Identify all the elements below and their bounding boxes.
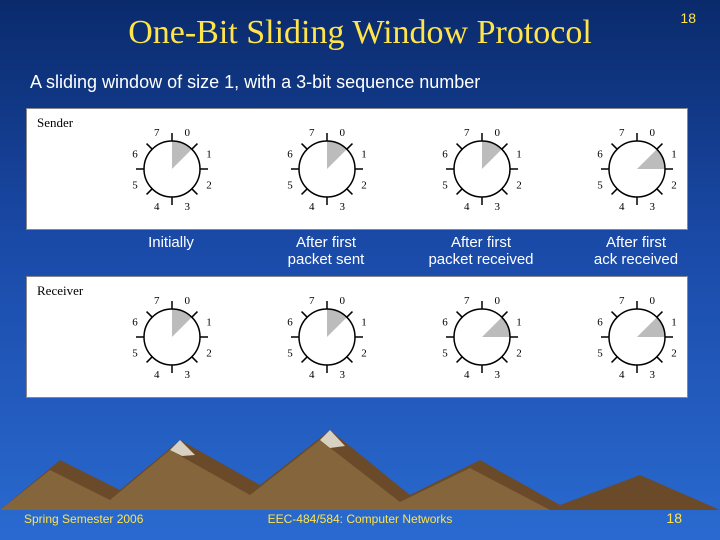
svg-text:3: 3 [185,369,191,381]
svg-text:4: 4 [619,369,625,381]
svg-text:2: 2 [361,179,367,191]
svg-text:4: 4 [309,201,315,213]
svg-text:5: 5 [442,179,448,191]
clock-icon: 0 1 2 3 4 5 6 7 [432,119,532,219]
page-title: One-Bit Sliding Window Protocol [0,14,720,52]
sender-panel: Sender 0 1 2 3 4 5 6 7 0 1 2 3 4 5 6 7 0 1 2 3 4 5 6 7 0 1 2 3 4 5 6 7 [26,108,688,230]
svg-text:7: 7 [154,127,160,139]
svg-text:6: 6 [597,149,603,161]
svg-text:0: 0 [495,127,501,139]
svg-text:5: 5 [287,179,293,191]
svg-text:7: 7 [464,295,470,307]
receiver-label: Receiver [37,283,83,299]
svg-text:5: 5 [442,347,448,359]
svg-text:1: 1 [206,317,212,329]
svg-text:1: 1 [206,149,212,161]
svg-text:3: 3 [650,369,656,381]
svg-text:6: 6 [287,149,293,161]
svg-text:1: 1 [516,149,522,161]
clock-icon: 0 1 2 3 4 5 6 7 [587,287,687,387]
clock-icon: 0 1 2 3 4 5 6 7 [277,119,377,219]
svg-text:2: 2 [206,347,212,359]
svg-text:2: 2 [671,179,677,191]
svg-text:4: 4 [154,369,160,381]
receiver-panel: Receiver 0 1 2 3 4 5 6 7 0 1 2 3 4 5 6 7 0 1 2 3 4 5 6 7 0 1 2 3 4 5 6… [26,276,688,398]
clock-icon: 0 1 2 3 4 5 6 7 [432,287,532,387]
svg-text:4: 4 [619,201,625,213]
svg-text:2: 2 [206,179,212,191]
clock-icon: 0 1 2 3 4 5 6 7 [122,119,222,219]
svg-text:1: 1 [516,317,522,329]
svg-text:4: 4 [464,369,470,381]
svg-text:1: 1 [361,149,367,161]
svg-text:3: 3 [495,201,501,213]
svg-text:7: 7 [309,127,315,139]
svg-text:6: 6 [287,317,293,329]
svg-text:3: 3 [650,201,656,213]
svg-text:7: 7 [154,295,160,307]
svg-text:7: 7 [619,295,625,307]
svg-text:5: 5 [597,179,603,191]
svg-text:6: 6 [442,317,448,329]
svg-text:5: 5 [597,347,603,359]
svg-text:0: 0 [185,127,191,139]
svg-text:1: 1 [361,317,367,329]
slide: 18 One-Bit Sliding Window Protocol A sli… [0,0,720,540]
svg-text:1: 1 [671,317,677,329]
svg-text:0: 0 [650,127,656,139]
svg-text:4: 4 [154,201,160,213]
svg-text:7: 7 [619,127,625,139]
svg-text:0: 0 [340,295,346,307]
svg-text:0: 0 [650,295,656,307]
svg-text:5: 5 [132,179,138,191]
svg-text:7: 7 [309,295,315,307]
svg-text:6: 6 [132,317,138,329]
svg-text:6: 6 [132,149,138,161]
svg-text:3: 3 [495,369,501,381]
svg-text:5: 5 [132,347,138,359]
svg-text:3: 3 [340,369,346,381]
caption: After firstpacket received [411,234,551,269]
svg-text:0: 0 [340,127,346,139]
svg-text:2: 2 [516,347,522,359]
svg-text:0: 0 [495,295,501,307]
clock-icon: 0 1 2 3 4 5 6 7 [587,119,687,219]
caption: After firstpacket sent [256,234,396,269]
svg-text:7: 7 [464,127,470,139]
sender-label: Sender [37,115,73,131]
svg-text:0: 0 [185,295,191,307]
caption: Initially [101,234,241,251]
svg-text:3: 3 [340,201,346,213]
svg-text:2: 2 [516,179,522,191]
svg-text:6: 6 [442,149,448,161]
mountain-decoration [0,410,720,510]
svg-text:3: 3 [185,201,191,213]
svg-text:6: 6 [597,317,603,329]
clock-icon: 0 1 2 3 4 5 6 7 [277,287,377,387]
svg-text:2: 2 [361,347,367,359]
subtitle: A sliding window of size 1, with a 3-bit… [30,72,480,93]
svg-text:1: 1 [671,149,677,161]
svg-text:4: 4 [309,369,315,381]
svg-text:5: 5 [287,347,293,359]
footer-center: EEC-484/584: Computer Networks [0,512,720,526]
caption: After firstack received [566,234,706,269]
svg-text:2: 2 [671,347,677,359]
footer-right: 18 [666,510,682,526]
clock-icon: 0 1 2 3 4 5 6 7 [122,287,222,387]
svg-text:4: 4 [464,201,470,213]
